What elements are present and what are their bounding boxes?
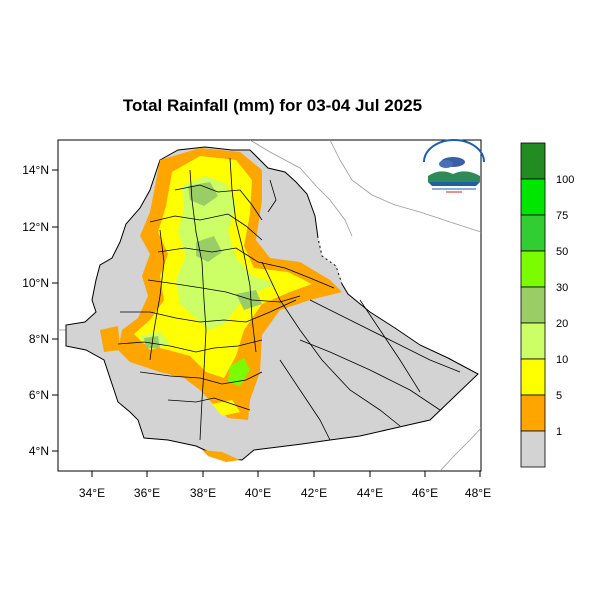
legend-labels: 100 75 50 30 20 10 5 1 — [556, 174, 574, 438]
x-tick-label: 44°E — [357, 486, 383, 500]
x-tick-label: 46°E — [412, 486, 438, 500]
y-tick-label: 12°N — [22, 220, 49, 234]
legend-swatch — [520, 358, 546, 396]
regional-borders — [117, 157, 461, 441]
legend-label: 100 — [556, 174, 574, 186]
legend-swatch — [520, 286, 546, 324]
x-tick-label: 38°E — [190, 486, 216, 500]
legend-swatch — [520, 178, 546, 216]
rainfall-30-50mm — [228, 358, 250, 386]
x-tick-label: 40°E — [245, 486, 271, 500]
meteorology-agency-logo — [423, 139, 485, 193]
legend-label: 30 — [556, 282, 568, 294]
x-axis-labels: 34°E 36°E 38°E 40°E 42°E 44°E 46°E 48°E — [79, 486, 491, 500]
legend-swatch — [520, 142, 546, 180]
rainfall-20-30mm — [144, 182, 262, 348]
legend-label: 20 — [556, 318, 568, 330]
legend-swatch — [520, 394, 546, 432]
y-tick-label: 10°N — [22, 276, 49, 290]
legend-label: 75 — [556, 210, 568, 222]
neighbour-borders — [58, 140, 481, 471]
y-tick-label: 14°N — [22, 163, 49, 177]
y-tick-label: 8°N — [29, 332, 49, 346]
x-tick-label: 42°E — [301, 486, 327, 500]
coastline-dashed — [317, 237, 343, 285]
legend-swatch — [520, 322, 546, 360]
legend-label: 10 — [556, 354, 568, 366]
legend-label: 5 — [556, 390, 562, 402]
legend-label: 1 — [556, 426, 562, 438]
x-tick-label: 34°E — [79, 486, 105, 500]
legend-label: 50 — [556, 246, 568, 258]
legend-colorbar — [520, 142, 546, 468]
legend-swatch — [520, 430, 546, 468]
x-tick-label: 48°E — [465, 486, 491, 500]
y-tick-label: 4°N — [29, 444, 49, 458]
legend-swatch — [520, 214, 546, 252]
y-axis-labels: 14°N 12°N 10°N 8°N 6°N 4°N — [22, 163, 49, 458]
x-tick-label: 36°E — [134, 486, 160, 500]
map-title: Total Rainfall (mm) for 03-04 Jul 2025 — [122, 96, 423, 115]
y-tick-label: 6°N — [29, 388, 49, 402]
axis-ticks — [52, 169, 481, 477]
legend-swatch — [520, 250, 546, 288]
